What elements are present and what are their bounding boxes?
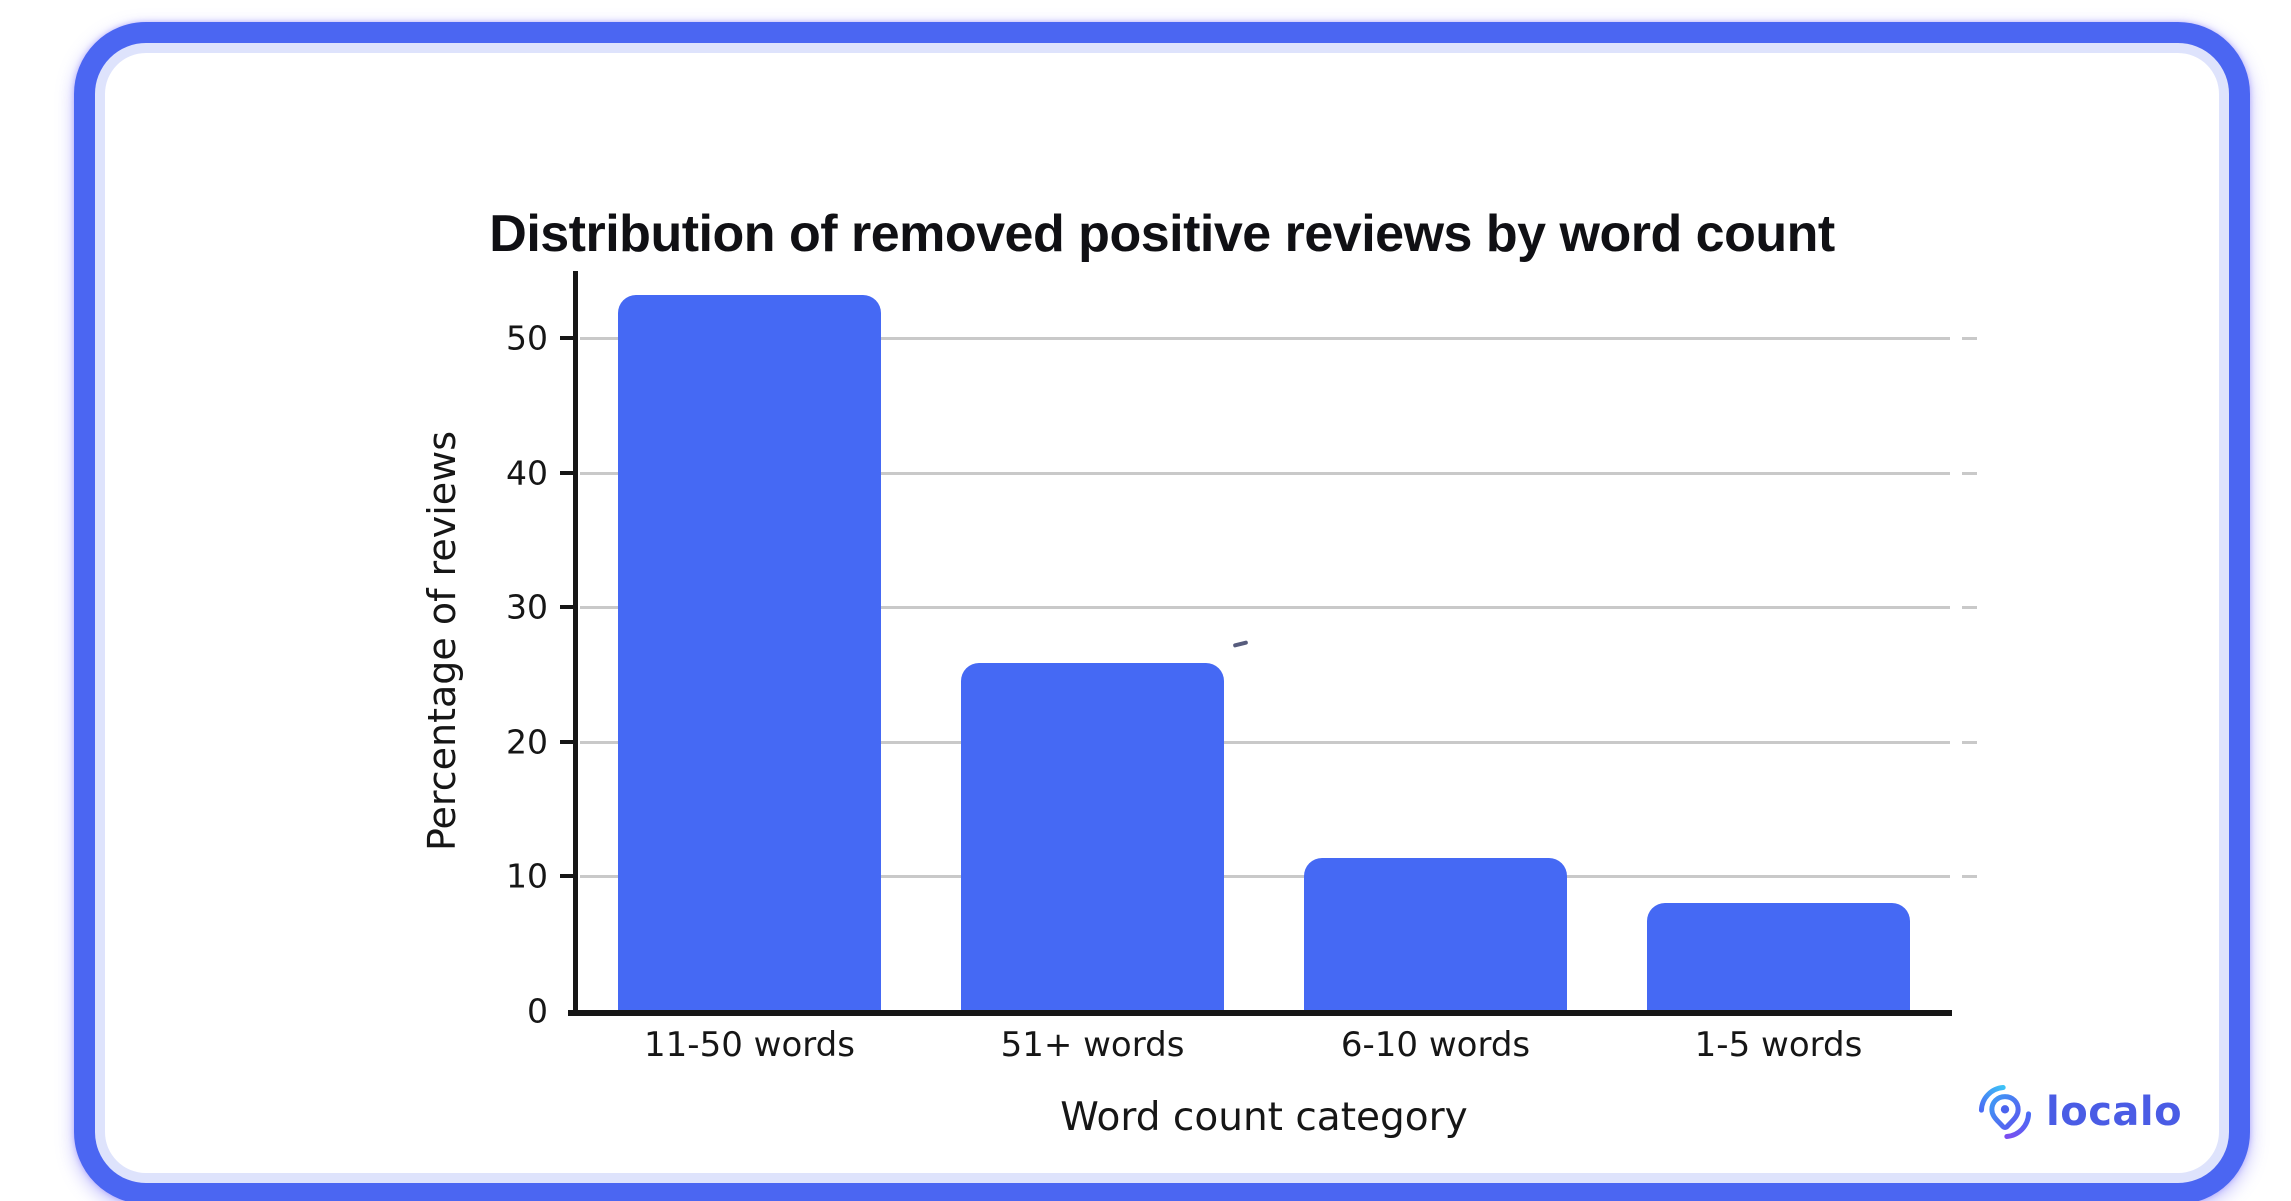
y-tick-mark-50 xyxy=(560,336,574,341)
x-category-labels: 11-50 words 51+ words 6-10 words 1-5 words xyxy=(578,1025,1950,1065)
bar-11-50-words xyxy=(618,295,881,1011)
gridline-40 xyxy=(580,471,1977,475)
y-tick-label-50: 50 xyxy=(506,318,548,358)
gridline-50 xyxy=(580,337,1977,341)
gridline-20 xyxy=(580,740,1977,744)
y-tick-label-40: 40 xyxy=(506,453,548,493)
y-tick-mark-10 xyxy=(560,874,574,879)
bar-1-5-words xyxy=(1647,903,1910,1011)
bar-6-10-words xyxy=(1304,857,1567,1011)
gridline-30 xyxy=(580,606,1977,610)
y-tick-mark-40 xyxy=(560,470,574,475)
localo-pin-icon xyxy=(1978,1085,2032,1139)
y-axis-title: Percentage of reviews xyxy=(420,430,464,852)
plot-area: 0 10 20 30 40 50 xyxy=(506,271,1977,1028)
y-axis-line xyxy=(573,271,578,1013)
y-tick-label-0: 0 xyxy=(527,991,548,1031)
bar-51+-words xyxy=(961,662,1224,1011)
x-category-label: 51+ words xyxy=(1000,1025,1185,1065)
y-tick-mark-20 xyxy=(560,739,574,744)
x-axis-title: Word count category xyxy=(1060,1095,1468,1140)
chart-card: Distribution of removed positive reviews… xyxy=(74,22,2250,1201)
x-category-label: 11-50 words xyxy=(644,1025,855,1065)
x-category-label: 1-5 words xyxy=(1694,1025,1863,1065)
bars xyxy=(578,271,1950,1011)
x-axis-line xyxy=(568,1010,1952,1016)
x-category-label: 6-10 words xyxy=(1340,1025,1531,1065)
localo-logo: localo xyxy=(1976,1077,2182,1147)
y-tick-label-10: 10 xyxy=(506,856,548,896)
chart-title: Distribution of removed positive reviews… xyxy=(489,204,1835,263)
y-tick-label-20: 20 xyxy=(506,722,548,762)
localo-logo-text: localo xyxy=(2046,1089,2183,1135)
y-tick-label-30: 30 xyxy=(506,587,548,627)
gridline-10 xyxy=(580,875,1977,879)
y-tick-mark-30 xyxy=(560,605,574,610)
